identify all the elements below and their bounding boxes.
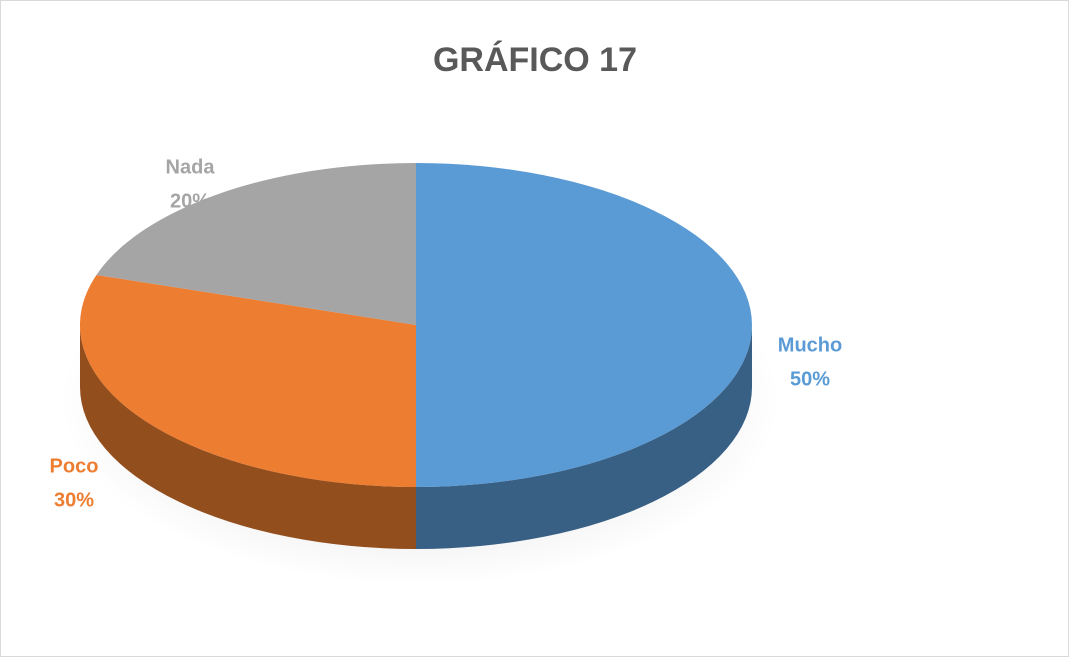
slice-label: Mucho — [778, 334, 842, 356]
pie-slice — [416, 163, 752, 487]
slice-value-label: 50% — [790, 368, 830, 390]
slice-label: Poco — [50, 455, 99, 477]
slice-value-label: 30% — [54, 489, 94, 511]
pie-side — [416, 325, 752, 549]
pie-slice — [79, 274, 417, 487]
chart-title: GRÁFICO 17 — [433, 41, 637, 79]
pie-side — [80, 325, 416, 549]
pie-slice — [96, 163, 416, 325]
slice-label: Nada — [166, 156, 216, 178]
slice-value-label: 20% — [170, 190, 210, 212]
